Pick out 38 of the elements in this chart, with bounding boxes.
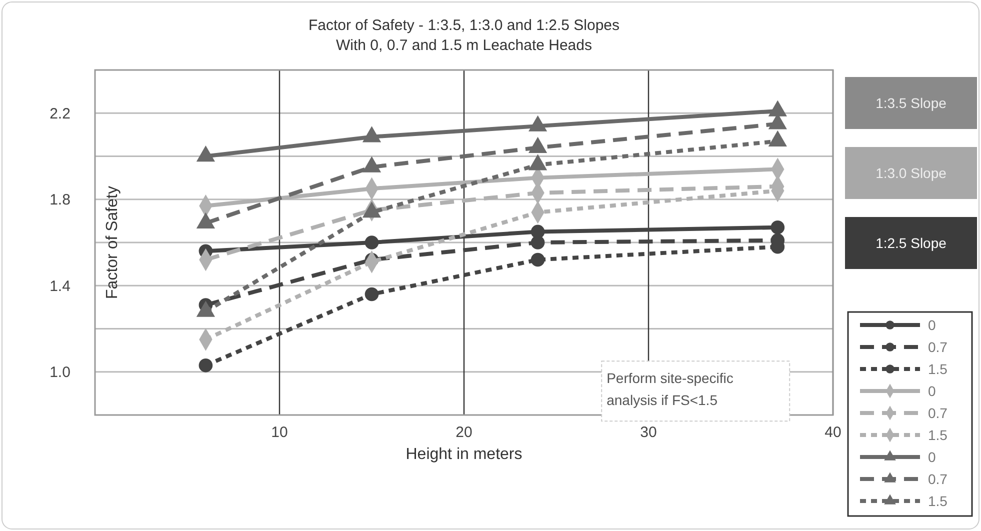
- point: [768, 100, 787, 116]
- y-tick-label: 1.0: [50, 364, 70, 382]
- x-tick-label: 30: [640, 424, 657, 441]
- chart-title: Factor of Safety - 1:3.5, 1:3.0 and 1:2.5 Slopes: [308, 17, 620, 34]
- y-axis-title: Factor of Safety: [104, 186, 121, 299]
- point: [530, 252, 545, 267]
- legend-label: 0: [928, 382, 936, 399]
- text: 1:3.5 Slope: [876, 94, 947, 111]
- y-tick-label: 2.2: [50, 105, 70, 122]
- chart-subtitle: With 0, 0.7 and 1.5 m Leachate Heads: [336, 37, 592, 54]
- x-tick-label: 40: [824, 424, 842, 441]
- x-tick-label: 10: [271, 424, 288, 441]
- point: [362, 126, 382, 142]
- legend-label: 0.7: [928, 404, 948, 421]
- point: [362, 156, 382, 172]
- text: 1:2.5 Slope: [876, 234, 947, 251]
- annotation: Perform site-specific analysis if FS<1.5: [606, 369, 734, 410]
- y-tick-label: 1.4: [50, 278, 70, 295]
- point: [364, 236, 379, 250]
- point: [528, 136, 548, 153]
- legend-label: 0.7: [928, 338, 948, 355]
- point: [528, 154, 548, 170]
- x-axis-title: Height in meters: [406, 446, 522, 463]
- y-tick-label: 1.8: [50, 192, 70, 209]
- point: [768, 130, 787, 147]
- point: [528, 115, 548, 132]
- legend-label: 1.5: [928, 360, 948, 377]
- point: [770, 220, 785, 234]
- legend-label: 1.5: [928, 492, 948, 509]
- point: [364, 287, 379, 302]
- point: [530, 236, 545, 250]
- point: [196, 146, 216, 162]
- x-tick-label: 20: [456, 424, 472, 441]
- legend-label: 0.7: [928, 470, 948, 487]
- text: 1:3.0 Slope: [876, 164, 947, 181]
- legend-label: 0: [928, 316, 936, 333]
- legend-label: 1.5: [928, 426, 948, 443]
- legend-label: 0: [928, 448, 936, 465]
